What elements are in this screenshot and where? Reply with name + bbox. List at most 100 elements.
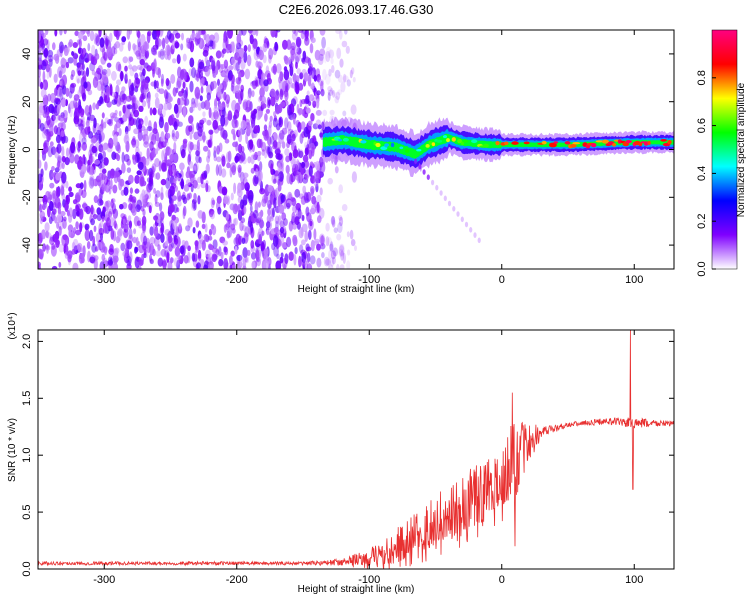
spectrogram-noise-speck: [173, 257, 180, 267]
spectrogram-noise-speck: [148, 205, 152, 214]
spectrogram-noise-speck: [331, 256, 336, 265]
spectrogram-noise-speck: [153, 215, 159, 221]
spectrogram-noise-speck: [58, 261, 62, 268]
spectrogram-noise-speck: [88, 177, 95, 189]
spectrogram-noise-speck: [175, 226, 179, 238]
spectrogram-noise-speck: [189, 106, 194, 114]
spectrogram-noise-speck: [68, 186, 72, 192]
spectrogram-noise-speck: [78, 47, 84, 55]
spectrogram-noise-speck: [154, 193, 158, 205]
spectrogram-noise-speck: [138, 105, 144, 113]
spectrogram-noise-speck: [315, 109, 322, 116]
spectrogram-noise-speck: [252, 153, 257, 159]
spectrogram-noise-speck: [112, 184, 118, 194]
spectrogram-noise-speck: [264, 129, 269, 139]
spectrogram-noise-speck: [150, 47, 157, 55]
spectrogram-noise-speck: [242, 247, 248, 259]
spectrogram-noise-speck: [164, 121, 169, 134]
spectrogram-noise-speck: [219, 83, 223, 90]
spectrogram-noise-speck: [161, 150, 165, 161]
spectrogram-noise-speck: [198, 156, 202, 164]
spectrogram-noise-speck: [252, 38, 258, 49]
spectrogram-noise-speck: [334, 166, 339, 174]
spectrogram-noise-speck: [291, 211, 296, 223]
spectrogram-noise-speck: [162, 50, 167, 56]
spectrogram-noise-speck: [85, 119, 90, 128]
spectrogram-noise-speck: [278, 117, 282, 126]
spectrogram-noise-speck: [109, 168, 115, 179]
spectrogram-noise-speck: [325, 73, 331, 85]
spectrogram-noise-speck: [55, 55, 60, 64]
spectrogram-noise-speck: [247, 125, 253, 134]
spectrogram-noise-speck: [214, 98, 218, 109]
spectrogram-noise-speck: [265, 108, 270, 114]
spectrogram-noise-speck: [318, 79, 325, 87]
spectrogram-noise-speck: [345, 45, 350, 54]
spectrogram-noise-speck: [197, 210, 204, 219]
spectrogram-noise-speck: [157, 141, 164, 150]
spectrogram-noise-speck: [222, 240, 229, 246]
spectrogram-noise-speck: [285, 164, 290, 174]
spectrogram-noise-speck: [128, 203, 133, 211]
spectrogram-x-tick-label: 0: [499, 274, 505, 286]
spectrogram-noise-speck: [185, 179, 191, 186]
spectrogram-noise-speck: [89, 143, 95, 156]
spectrogram-noise-speck: [193, 192, 197, 201]
spectrogram-tail-speck: [422, 169, 426, 175]
spectrogram-noise-speck: [226, 220, 230, 229]
spectrogram-noise-speck: [160, 50, 165, 57]
spectrogram-noise-speck: [282, 39, 288, 50]
spectrogram-noise-speck: [243, 51, 248, 63]
spectrogram-noise-speck: [102, 151, 107, 159]
spectrogram-noise-speck: [346, 116, 352, 126]
spectrogram-noise-speck: [234, 109, 240, 119]
snr-x-tick-label: -100: [358, 574, 380, 586]
spectrogram-noise-speck: [59, 30, 63, 36]
spectrogram-noise-speck: [226, 211, 230, 221]
spectrogram-noise-speck: [297, 211, 303, 217]
spectrogram-noise-speck: [302, 258, 309, 266]
spectrogram-noise-speck: [255, 238, 261, 244]
spectrogram-noise-speck: [80, 165, 85, 173]
spectrogram-noise-speck: [108, 259, 113, 266]
spectrogram-noise-speck: [110, 115, 114, 122]
spectrogram-noise-speck: [60, 75, 64, 85]
spectrogram-noise-speck: [79, 108, 85, 118]
spectrogram-noise-speck: [136, 220, 141, 226]
spectrogram-noise-speck: [134, 246, 138, 254]
spectrogram-noise-speck: [304, 141, 308, 149]
spectrogram-noise-speck: [140, 93, 144, 103]
spectrogram-noise-speck: [56, 126, 62, 137]
spectrogram-noise-speck: [96, 80, 103, 92]
spectrogram-noise-speck: [38, 261, 41, 268]
snr-plot-area: [38, 330, 674, 569]
spectrogram-noise-speck: [330, 115, 336, 127]
spectrogram-noise-speck: [57, 66, 63, 79]
spectrogram-noise-speck: [250, 252, 257, 260]
spectrogram-noise-speck: [298, 193, 304, 199]
spectrogram-noise-speck: [292, 113, 296, 125]
spectrogram-noise-speck: [192, 227, 196, 234]
spectrogram-noise-speck: [307, 129, 311, 140]
spectrogram-noise-speck: [244, 182, 250, 192]
spectrogram-noise-speck: [181, 93, 188, 102]
colorbar-tick-label: 0.4: [696, 166, 708, 181]
spectrogram-noise-speck: [188, 125, 193, 132]
spectrogram-noise-speck: [160, 248, 167, 257]
spectrogram-noise-speck: [295, 36, 302, 48]
spectrogram-noise-speck: [240, 145, 245, 154]
spectrogram-noise-speck: [77, 31, 84, 40]
spectrogram-noise-speck: [38, 68, 41, 78]
spectrogram-noise-speck: [165, 78, 170, 87]
spectrogram-noise-speck: [297, 121, 302, 133]
spectrogram-noise-speck: [183, 89, 188, 100]
spectrogram-noise-speck: [292, 205, 297, 214]
spectrogram-noise-speck: [75, 221, 79, 230]
spectrogram-noise-speck: [211, 253, 217, 263]
spectrogram-noise-speck: [66, 147, 70, 158]
spectrogram-noise-speck: [319, 187, 323, 196]
spectrogram-noise-speck: [79, 182, 84, 190]
spectrogram-noise-speck: [257, 150, 262, 157]
spectrogram-noise-speck: [185, 39, 192, 49]
